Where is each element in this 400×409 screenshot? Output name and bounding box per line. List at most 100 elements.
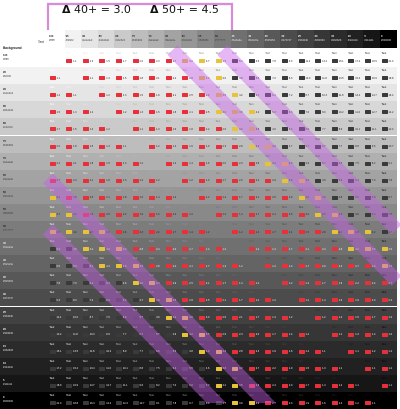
contrast-cell: Text 2.0	[147, 221, 165, 239]
rating-badge	[165, 76, 172, 81]
ratio-value: 2.1	[288, 230, 293, 234]
cell-text: Text	[348, 240, 354, 244]
cell-text: Text	[66, 359, 71, 363]
contrast-cell: Text 1.7	[114, 50, 131, 68]
ratio-value: 5.4	[239, 59, 243, 63]
ratio-value: 6.3	[288, 110, 293, 114]
rating-badge	[298, 195, 305, 200]
column-header-value: 25	[298, 35, 301, 38]
ratio-value: 5.3	[106, 281, 110, 285]
cell-text: Text	[132, 69, 138, 73]
contrast-cell: Text 1.4	[280, 323, 297, 341]
cell-text: Text	[281, 359, 287, 363]
column-header-hex: #262626	[331, 39, 342, 42]
ratio-value: 1.4	[322, 298, 326, 302]
ratio-value: 13.5	[73, 350, 78, 354]
cell-text: Text	[232, 308, 237, 312]
cell-text: Text	[198, 69, 204, 73]
cell-text: Text	[115, 171, 121, 175]
cell-text: Text	[115, 342, 121, 346]
column-header-hex: #9e9e9e	[165, 39, 176, 42]
ratio-value: 4.2	[222, 384, 226, 388]
cell-text: Text	[281, 240, 287, 244]
cell-text: Text	[232, 359, 237, 363]
rating-badge	[82, 178, 89, 183]
contrast-cell: Text 1.6	[197, 152, 214, 170]
cell-text: Text	[99, 205, 105, 209]
cell-text: Text	[82, 223, 88, 226]
cell-text: Text	[265, 205, 271, 209]
contrast-cell: Text 4.2	[297, 169, 314, 187]
cell-text: Text	[165, 325, 171, 329]
contrast-cell: Text 7.7	[114, 323, 131, 341]
ratio-value: 6.0	[189, 384, 193, 388]
ratio-value: 6.7	[189, 401, 193, 405]
cell-text: Text	[232, 120, 237, 124]
rating-badge	[165, 383, 172, 388]
cell-text: Text	[265, 342, 271, 346]
cell-text: Text	[165, 154, 171, 158]
rating-badge	[99, 247, 106, 252]
cell-text: Text	[115, 137, 121, 141]
contrast-cell: Text 3.2	[230, 118, 248, 136]
column-header: 0 #000000	[380, 30, 397, 48]
rating-badge	[198, 247, 205, 252]
ratio-value: 1.7	[205, 264, 210, 268]
cell-text: Text	[198, 120, 204, 124]
cell-text: Text	[281, 120, 287, 124]
cell-text: Text	[265, 291, 271, 295]
contrast-cell: Text 2.1	[180, 101, 198, 119]
cell-text: Text	[232, 86, 237, 90]
rating-badge	[364, 401, 371, 405]
contrast-cell: Text 3.4	[147, 272, 165, 290]
cell-text: Text	[198, 223, 204, 226]
ratio-value: 18.8	[73, 401, 78, 405]
cell-text: Text	[248, 308, 254, 312]
cell-text: Text	[132, 376, 138, 380]
rating-badge	[331, 110, 338, 115]
ratio-value: 12.3	[388, 127, 394, 131]
rating-badge	[165, 349, 172, 354]
ratio-value: 4.0	[139, 281, 143, 285]
rating-badge	[165, 93, 172, 98]
rating-badge	[331, 161, 338, 166]
contrast-cell: Text 1.4	[230, 203, 248, 221]
rating-badge	[132, 298, 139, 303]
cell-text: Text	[115, 86, 121, 90]
rating-badge	[265, 264, 272, 269]
rating-badge	[232, 161, 239, 166]
contrast-cell: Text 5.4	[114, 289, 131, 307]
rating-badge	[281, 59, 288, 63]
contrast-cell: Text 9.1	[380, 152, 397, 170]
ratio-value: 2.7	[56, 179, 60, 183]
contrast-cell: Text 3.5	[214, 84, 231, 102]
ratio-value: 14.2	[106, 401, 112, 405]
contrast-cell: Text 6.7	[313, 135, 331, 153]
rating-badge	[165, 195, 172, 200]
rating-badge	[115, 230, 122, 234]
contrast-cell: Text 4.9	[297, 152, 314, 170]
contrast-cell: Text 2.7	[380, 272, 397, 290]
rating-badge	[99, 59, 106, 63]
contrast-cell: Text 2.0	[214, 152, 231, 170]
contrast-cell: Text 4.7	[380, 221, 397, 239]
rating-badge	[198, 195, 205, 200]
contrast-cell	[48, 50, 65, 68]
contrast-cell: Text 1.2	[164, 186, 181, 204]
rating-badge	[348, 230, 355, 234]
ratio-value: 2.0	[255, 333, 260, 337]
cell-text: Text	[82, 291, 88, 295]
rating-badge	[215, 195, 222, 200]
rating-badge	[364, 264, 371, 269]
rating-badge	[82, 349, 89, 354]
ratio-value: 2.3	[56, 162, 60, 166]
ratio-value: 2.4	[371, 281, 376, 285]
rating-badge	[364, 195, 371, 200]
rating-badge	[149, 247, 156, 252]
cell-text: Text	[115, 52, 121, 55]
cell-text: Text	[99, 342, 105, 346]
contrast-cell: Text 1.7	[363, 306, 380, 324]
cell-text: Text	[99, 171, 105, 175]
ratio-value: 2.1	[305, 247, 309, 251]
contrast-cell: Text 4.6	[263, 118, 281, 136]
